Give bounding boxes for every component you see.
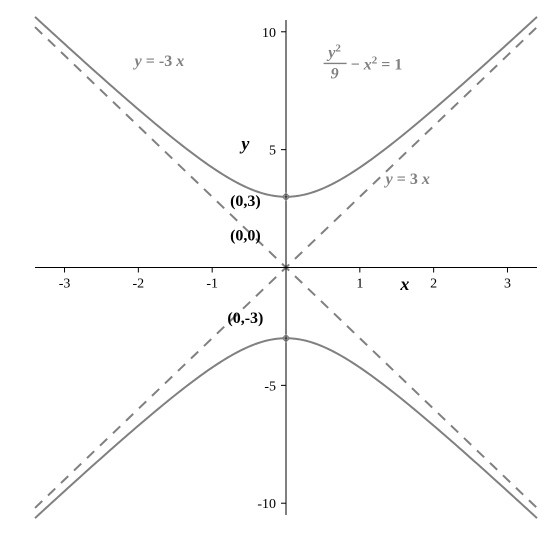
x-axis-label: x [399, 274, 409, 294]
svg-text:− x2 = 1: − x2 = 1 [351, 54, 403, 73]
vertex-top-label: (0,3) [230, 193, 261, 210]
ytick-label: -5 [264, 379, 276, 394]
xtick-label: 3 [504, 277, 511, 292]
xtick-label: 1 [356, 277, 363, 292]
hyperbola-chart: -3 -2 -1 1 2 3 -10 -5 5 10 x y (0,0) (0,3) (0,-3) y = 3… [0, 0, 557, 545]
xtick-label: -1 [206, 277, 218, 292]
origin-label: (0,0) [230, 227, 261, 244]
plot-svg: -3 -2 -1 1 2 3 -10 -5 5 10 x y (0,0) (0,3) (0,-3) y = 3… [0, 0, 557, 545]
vertex-bottom-label: (0,-3) [227, 310, 263, 327]
svg-text:9: 9 [331, 65, 339, 82]
ytick-label: -10 [257, 497, 276, 512]
xtick-label: -3 [59, 277, 71, 292]
ytick-label: 5 [269, 144, 276, 159]
asymptote-neg-label: y = -3 x [133, 53, 185, 70]
ytick-label: 10 [262, 26, 276, 41]
asymptote-pos-label: y = 3 x [384, 171, 430, 188]
xtick-label: -2 [133, 277, 145, 292]
xtick-label: 2 [430, 277, 437, 292]
y-axis-label: y [239, 134, 250, 154]
